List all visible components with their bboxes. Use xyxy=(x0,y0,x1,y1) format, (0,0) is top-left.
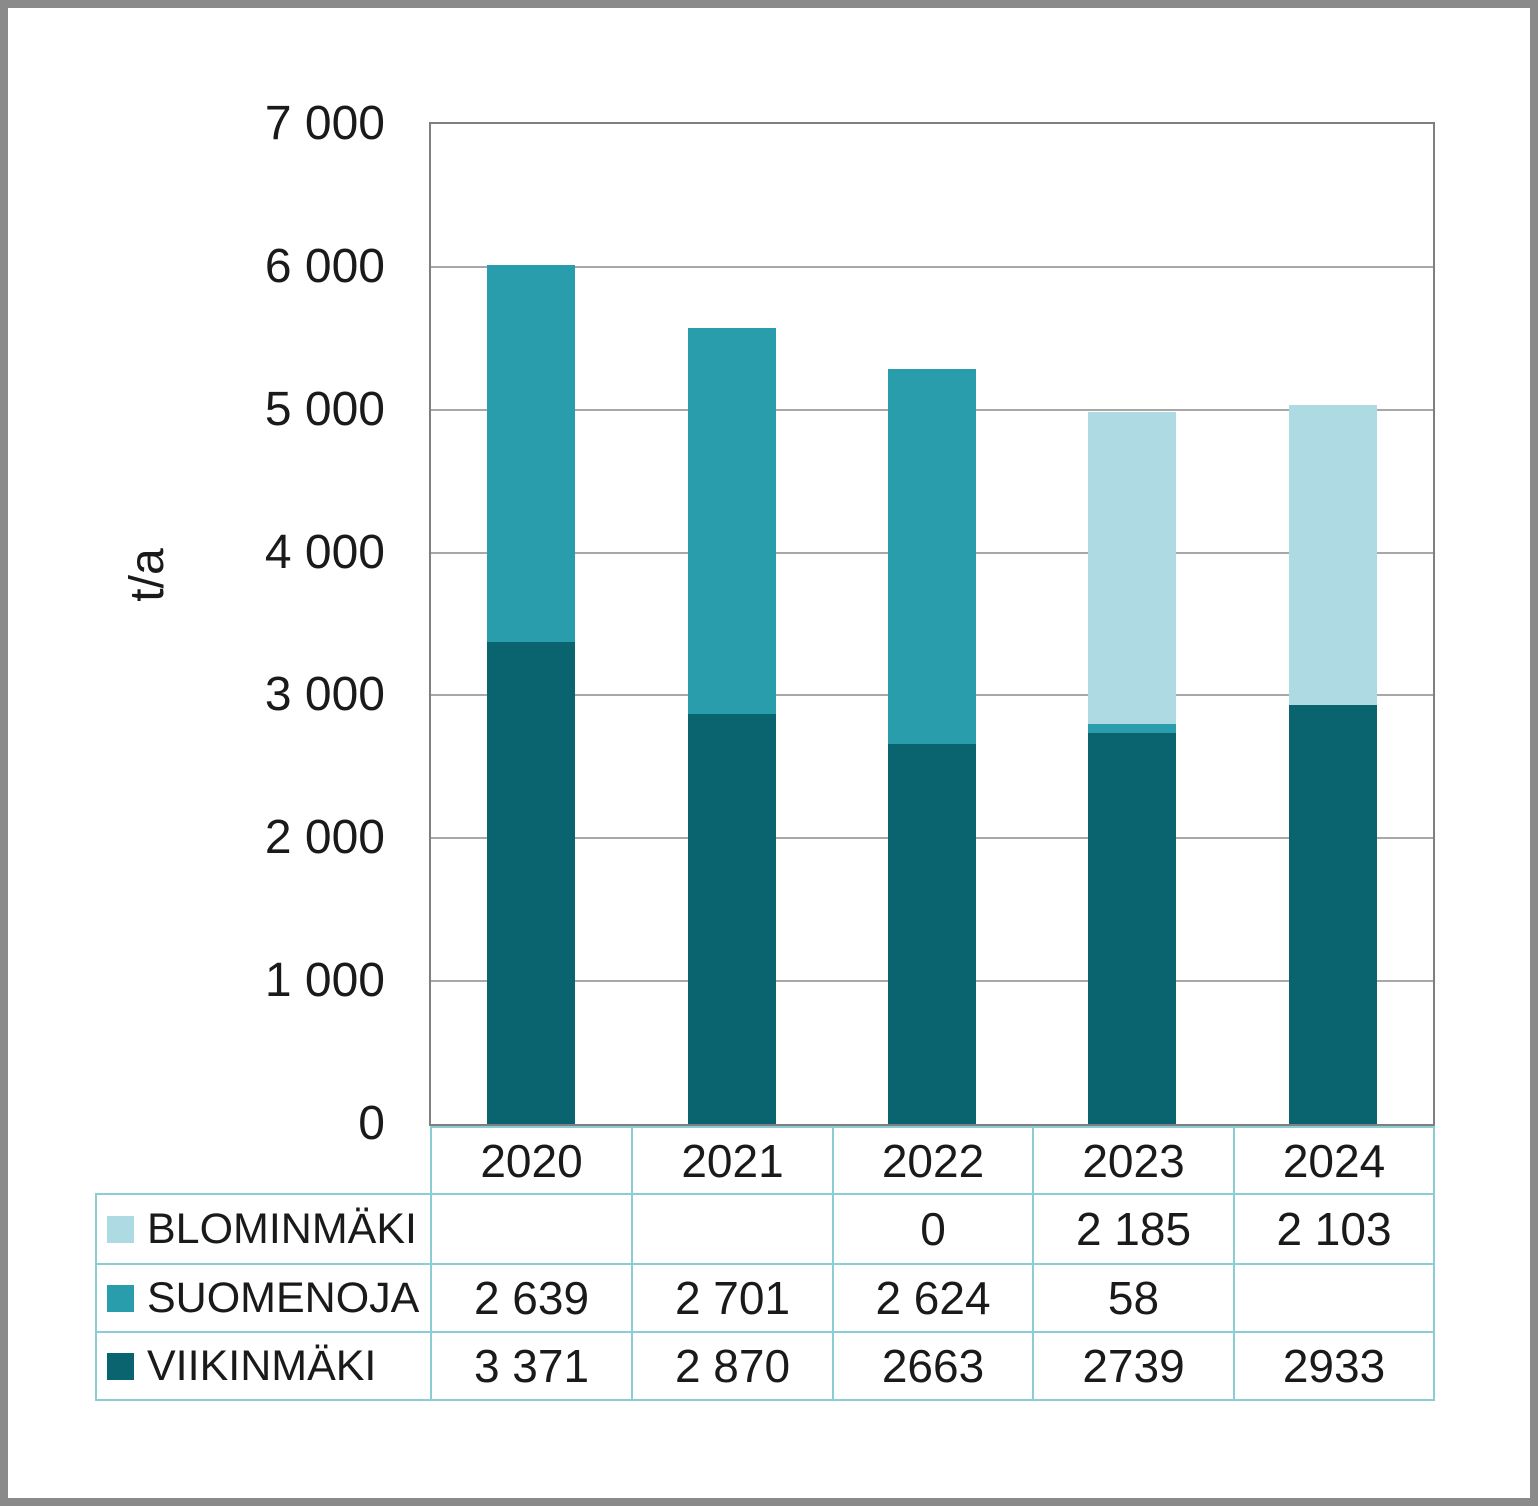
year-header-2020: 2020 xyxy=(430,1126,633,1195)
bar-segment-2024-viikinmäki xyxy=(1288,705,1377,1124)
bar-2021 xyxy=(687,124,776,1124)
bar-segment-2023-suomenoja xyxy=(1088,724,1177,733)
bar-segment-2023-viikinmäki xyxy=(1088,732,1177,1124)
y-tick-label: 1 000 xyxy=(264,954,385,1008)
legend-swatch-viikinmäki xyxy=(107,1352,134,1380)
legend-label-viikinmäki: VIIKINMÄKI xyxy=(147,1341,377,1390)
value-blominmäki-2021 xyxy=(631,1193,834,1265)
bar-segment-2020-suomenoja xyxy=(487,265,576,643)
bar-segment-2020-viikinmäki xyxy=(487,642,576,1124)
legend-item-blominmäki: BLOMINMÄKI xyxy=(95,1193,432,1265)
value-viikinmäki-2023: 2739 xyxy=(1032,1331,1235,1401)
value-viikinmäki-2020: 3 371 xyxy=(430,1331,633,1401)
bar-segment-2022-viikinmäki xyxy=(888,743,976,1124)
legend-swatch-blominmäki xyxy=(107,1215,134,1243)
y-tick-label: 2 000 xyxy=(264,811,385,865)
value-suomenoja-2023: 58 xyxy=(1032,1263,1235,1333)
bar-segment-2023-blominmäki xyxy=(1088,412,1177,725)
y-tick-label: 4 000 xyxy=(264,525,385,579)
y-tick-label: 3 000 xyxy=(264,668,385,722)
y-tick-label: 6 000 xyxy=(264,239,385,293)
year-header-row: 2020 2021 2022 2023 2024 xyxy=(96,1126,1435,1195)
year-header-2024: 2024 xyxy=(1233,1126,1435,1195)
legend-swatch-suomenoja xyxy=(107,1284,134,1312)
legend-label-suomenoja: SUOMENOJA xyxy=(147,1273,420,1322)
bar-segment-2021-suomenoja xyxy=(687,328,776,714)
value-blominmäki-2024: 2 103 xyxy=(1233,1193,1435,1265)
bar-segment-2024-blominmäki xyxy=(1288,404,1377,705)
y-tick-label: 5 000 xyxy=(264,382,385,436)
table-row-blominmäki: BLOMINMÄKI 0 2 185 2 103 xyxy=(95,1193,1435,1265)
bar-2020 xyxy=(487,124,576,1124)
y-tick-label: 0 xyxy=(358,1097,385,1150)
data-table: 2020 2021 2022 2023 2024 BLOMINMÄKI 0 2 185 2 10… xyxy=(95,1126,1435,1401)
table-row-suomenoja: SUOMENOJA 2 639 2 701 2 624 58 xyxy=(95,1263,1435,1333)
value-suomenoja-2024 xyxy=(1233,1263,1435,1333)
bar-segment-2021-viikinmäki xyxy=(687,714,776,1124)
value-blominmäki-2020 xyxy=(430,1193,633,1265)
value-viikinmäki-2021: 2 870 xyxy=(631,1331,834,1401)
y-axis-tick-labels: 7 000 6 000 5 000 4 000 3 000 2 000 1 000 0 xyxy=(130,97,385,1150)
bar-2023 xyxy=(1088,124,1177,1124)
legend-item-viikinmäki: VIIKINMÄKI xyxy=(95,1331,432,1401)
value-suomenoja-2022: 2 624 xyxy=(832,1263,1034,1333)
value-viikinmäki-2022: 2663 xyxy=(832,1331,1034,1401)
value-viikinmäki-2024: 2933 xyxy=(1233,1331,1435,1401)
value-suomenoja-2021: 2 701 xyxy=(631,1263,834,1333)
y-tick-label: 7 000 xyxy=(264,97,385,150)
gridline xyxy=(431,265,1433,268)
bar-segment-2022-suomenoja xyxy=(888,368,976,744)
legend-item-suomenoja: SUOMENOJA xyxy=(95,1263,432,1333)
legend-label-blominmäki: BLOMINMÄKI xyxy=(147,1204,417,1253)
year-header-2022: 2022 xyxy=(832,1126,1034,1195)
plot-area xyxy=(429,122,1435,1126)
data-table-body: 2020 2021 2022 2023 2024 BLOMINMÄKI 0 2 185 2 10… xyxy=(95,1126,1435,1401)
table-row-viikinmäki: VIIKINMÄKI 3 371 2 870 2663 2739 2933 xyxy=(95,1331,1435,1401)
table-corner-cell xyxy=(96,1127,431,1194)
year-header-2023: 2023 xyxy=(1032,1126,1235,1195)
bar-2022 xyxy=(888,124,976,1124)
year-header-2021: 2021 xyxy=(631,1126,834,1195)
value-blominmäki-2023: 2 185 xyxy=(1032,1193,1235,1265)
bar-2024 xyxy=(1288,124,1377,1124)
value-blominmäki-2022: 0 xyxy=(832,1193,1034,1265)
value-suomenoja-2020: 2 639 xyxy=(430,1263,633,1333)
